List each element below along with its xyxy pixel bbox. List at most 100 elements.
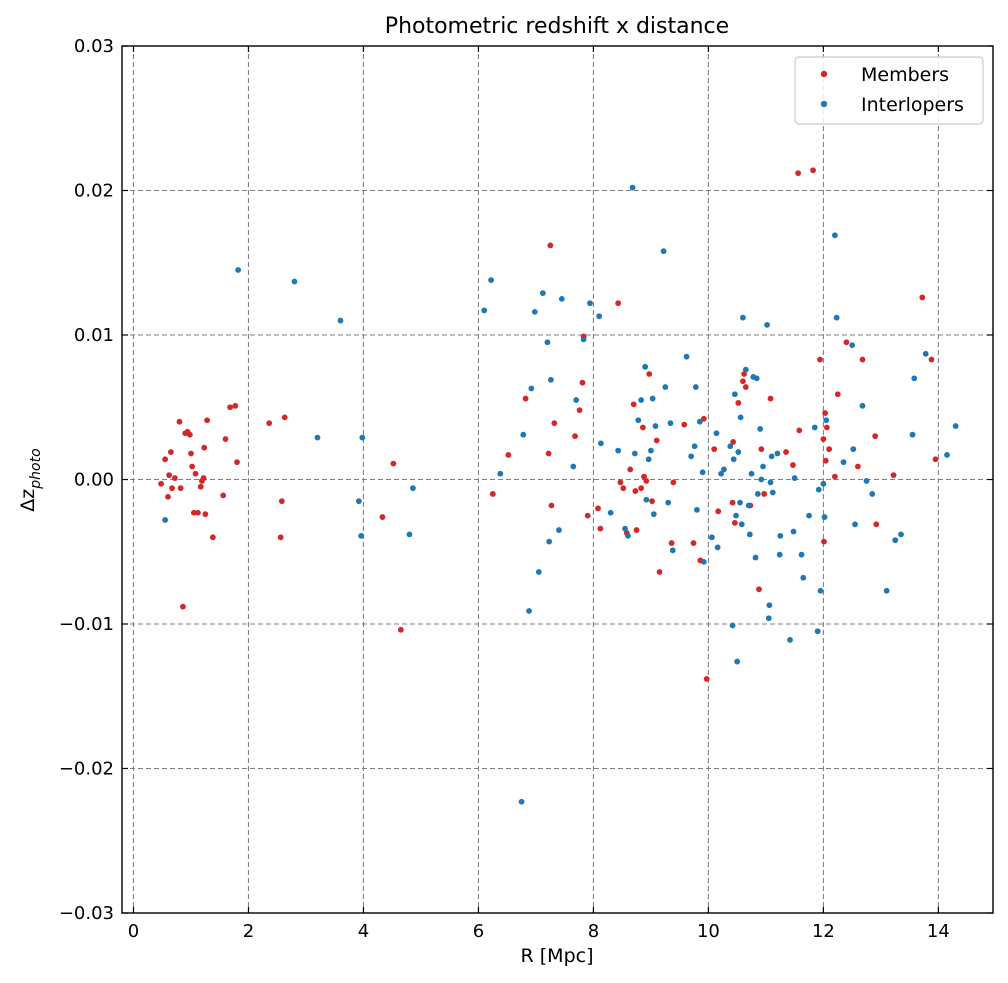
- y-axis-label-main: Δz: [17, 489, 39, 512]
- member-point: [795, 170, 801, 177]
- member-point: [186, 431, 193, 438]
- member-point: [639, 424, 646, 431]
- interloper-point: [850, 446, 857, 453]
- member-point: [767, 395, 774, 402]
- member-point: [167, 449, 174, 455]
- member-point: [826, 446, 833, 453]
- interloper-point: [497, 470, 504, 477]
- member-point: [632, 488, 639, 494]
- interloper-point: [733, 512, 739, 519]
- interloper-point: [787, 636, 793, 643]
- interloper-point: [520, 431, 527, 438]
- interloper-point: [598, 440, 604, 447]
- interloper-point: [642, 363, 649, 370]
- interloper-point: [643, 496, 650, 503]
- interloper-point: [481, 307, 488, 314]
- member-point: [209, 534, 216, 541]
- member-point: [189, 463, 196, 470]
- member-point: [227, 404, 233, 411]
- member-point: [162, 456, 169, 463]
- interloper-point: [815, 486, 822, 493]
- interloper-point: [746, 531, 753, 538]
- interloper-point: [337, 317, 344, 324]
- interloper-point: [791, 475, 798, 481]
- member-point: [821, 538, 827, 545]
- interloper-point: [849, 342, 856, 349]
- interloper-point: [806, 512, 812, 519]
- interloper-point: [638, 397, 645, 403]
- member-point: [584, 512, 591, 519]
- member-point: [783, 449, 789, 455]
- interloper-point: [898, 531, 904, 538]
- member-point: [397, 626, 404, 633]
- interloper-point: [769, 489, 776, 496]
- member-point: [928, 356, 935, 363]
- member-point: [201, 444, 208, 451]
- interloper-point: [729, 622, 736, 629]
- y-tick-label: −0.01: [59, 614, 114, 635]
- interloper-point: [823, 417, 830, 424]
- x-tick-label: 4: [358, 921, 369, 942]
- interloper-point: [488, 277, 494, 283]
- member-point: [633, 527, 640, 533]
- member-point: [872, 433, 879, 440]
- member-point: [834, 391, 841, 398]
- x-tick-label: 2: [243, 921, 254, 942]
- member-point: [190, 509, 197, 516]
- interlopers-series: [162, 184, 959, 805]
- member-point: [617, 479, 624, 486]
- member-point: [202, 511, 209, 518]
- interloper-point: [883, 587, 890, 594]
- member-point: [204, 417, 210, 424]
- member-point: [854, 463, 861, 470]
- interloper-point: [410, 485, 416, 492]
- interloper-point: [745, 502, 752, 509]
- member-point: [638, 485, 645, 492]
- interloper-point: [800, 574, 807, 581]
- member-point: [843, 339, 850, 346]
- interloper-point: [355, 498, 362, 505]
- y-tick-label: −0.02: [59, 759, 114, 780]
- interloper-point: [832, 232, 838, 239]
- interloper-point: [718, 470, 724, 477]
- legend: Members Interlopers: [794, 56, 984, 125]
- interloper-point: [714, 544, 721, 551]
- member-point: [653, 437, 660, 444]
- interloper-point: [814, 628, 821, 635]
- member-point: [690, 540, 697, 546]
- member-point: [823, 424, 830, 431]
- member-point: [729, 499, 736, 506]
- member-point: [169, 485, 175, 492]
- interloper-point: [911, 375, 918, 382]
- member-point: [932, 456, 939, 463]
- interloper-point: [631, 450, 638, 457]
- interloper-point: [580, 336, 587, 343]
- member-point: [197, 483, 204, 490]
- member-point: [715, 508, 722, 515]
- interloper-point: [291, 278, 298, 285]
- interloper-point: [528, 385, 535, 392]
- member-point: [656, 569, 663, 575]
- interloper-point: [358, 532, 365, 539]
- interloper-point: [774, 450, 781, 457]
- interloper-point: [821, 514, 828, 520]
- member-point: [646, 371, 653, 377]
- member-point: [758, 446, 765, 453]
- member-point: [266, 420, 273, 427]
- interloper-point: [573, 397, 580, 403]
- interloper-point: [667, 420, 674, 427]
- member-point: [700, 415, 707, 422]
- member-point: [735, 400, 742, 406]
- interloper-point: [314, 434, 321, 441]
- interloper-point: [752, 554, 759, 561]
- member-point: [547, 242, 554, 249]
- member-point: [278, 498, 285, 505]
- member-point: [822, 457, 829, 464]
- interloper-point: [740, 314, 746, 321]
- interloper-point: [607, 509, 614, 516]
- interloper-point: [650, 511, 657, 518]
- interloper-point: [652, 423, 659, 429]
- interloper-point: [660, 248, 667, 255]
- interloper-point: [622, 525, 628, 532]
- interloper-point: [587, 300, 593, 307]
